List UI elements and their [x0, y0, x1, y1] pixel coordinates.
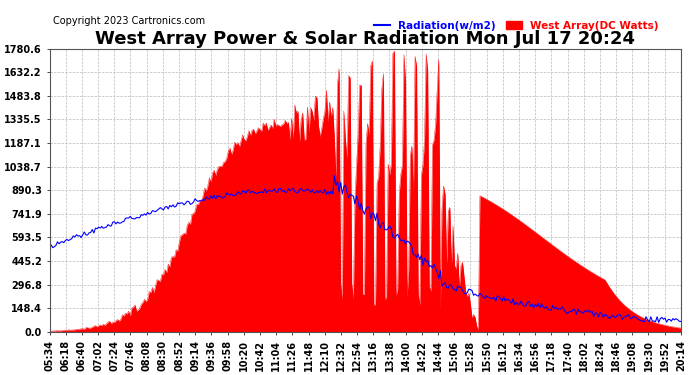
Title: West Array Power & Solar Radiation Mon Jul 17 20:24: West Array Power & Solar Radiation Mon J…	[95, 30, 635, 48]
Legend: Radiation(w/m2), West Array(DC Watts): Radiation(w/m2), West Array(DC Watts)	[371, 17, 663, 35]
Text: Copyright 2023 Cartronics.com: Copyright 2023 Cartronics.com	[52, 16, 205, 26]
